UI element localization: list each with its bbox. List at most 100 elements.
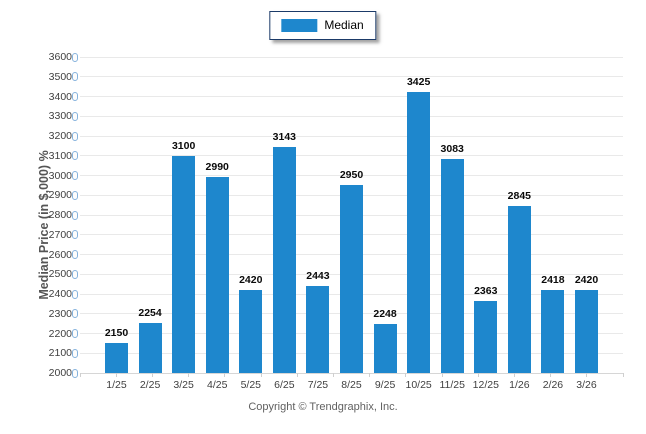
y-tick-label: 2500 [48, 268, 72, 281]
bar-8-25[interactable] [340, 185, 363, 373]
y-tick-marker-icon [72, 131, 78, 141]
x-axis-tick [79, 373, 81, 377]
x-axis-tick [369, 373, 371, 377]
legend-item-median[interactable]: Median [281, 18, 364, 32]
bar-2-25[interactable] [138, 322, 162, 373]
x-axis-tick [405, 373, 407, 377]
y-tick-marker-icon [72, 92, 78, 101]
x-axis-tick [224, 373, 226, 377]
x-axis-tick [296, 373, 298, 377]
y-tick-label: 3300 [48, 110, 72, 123]
y-tick-label: 2300 [48, 307, 72, 320]
y-tick-marker-icon [72, 151, 78, 161]
bar-3-26[interactable] [575, 290, 598, 373]
x-axis-tick [441, 373, 443, 377]
bar-value-label: 2363 [474, 285, 498, 298]
y-gridline [80, 76, 623, 78]
bar-7-25[interactable] [306, 285, 330, 373]
bar-value-label: 2950 [339, 169, 364, 182]
bar-value-label: 3425 [406, 75, 431, 88]
y-tick-label: 2700 [48, 228, 72, 241]
y-gridline [80, 135, 623, 137]
x-axis-tick [513, 373, 515, 377]
y-tick-label: 3200 [48, 130, 72, 142]
y-gridline [80, 155, 623, 157]
legend-swatch-icon [281, 19, 318, 32]
bar-1-26[interactable] [507, 206, 531, 373]
x-tick-label: 12/25 [472, 379, 499, 391]
x-tick-label: 3/25 [173, 379, 194, 391]
y-tick-marker-icon [72, 368, 78, 378]
y-tick-label: 2600 [48, 248, 72, 261]
x-tick-label: 8/25 [341, 379, 362, 391]
x-tick-label: 10/25 [405, 379, 432, 391]
bar-9-25[interactable] [373, 324, 397, 373]
y-tick-marker-icon [72, 250, 78, 259]
x-axis-tick [622, 373, 624, 377]
x-tick-label: 7/25 [307, 379, 329, 391]
bar-value-label: 2254 [138, 306, 162, 319]
y-tick-label: 2100 [48, 347, 72, 360]
x-axis-tick [550, 373, 552, 377]
y-tick-label: 2000 [48, 367, 72, 379]
bar-3-25[interactable] [172, 155, 196, 373]
y-tick-marker-icon [72, 269, 78, 279]
legend-label: Median [324, 18, 364, 32]
bar-value-label: 3100 [171, 139, 196, 152]
x-axis-tick [115, 373, 117, 377]
y-tick-label: 2200 [48, 327, 72, 340]
y-tick-label: 2900 [48, 189, 72, 202]
y-tick-marker-icon [72, 111, 78, 121]
bar-value-label: 2420 [574, 274, 599, 287]
bar-1-25[interactable] [105, 343, 128, 373]
y-tick-label: 2800 [48, 209, 72, 221]
y-tick-label: 3400 [48, 90, 72, 103]
bar-2-26[interactable] [541, 290, 565, 373]
bar-value-label: 2443 [306, 269, 330, 282]
y-tick-label: 3000 [48, 169, 72, 182]
bar-value-label: 2418 [541, 274, 565, 287]
x-axis-tick [188, 373, 190, 377]
y-tick-marker-icon [72, 348, 78, 358]
y-tick-marker-icon [72, 230, 78, 240]
bar-12-25[interactable] [474, 301, 498, 373]
bar-5-25[interactable] [239, 290, 263, 373]
x-axis-tick [586, 373, 588, 377]
y-tick-label: 3600 [48, 51, 72, 63]
x-tick-label: 2/26 [542, 379, 564, 391]
x-tick-label: 3/26 [576, 379, 597, 391]
bar-6-25[interactable] [272, 147, 296, 373]
y-tick-marker-icon [72, 72, 78, 82]
bar-value-label: 2248 [373, 308, 397, 321]
x-axis-tick [151, 373, 153, 377]
x-tick-label: 5/25 [240, 379, 261, 391]
plot-area: 2000 2100 2200 2300 2400 2500 2600 2700 2800 2900… [49, 51, 624, 391]
bar-10-25[interactable] [407, 91, 431, 373]
bar-11-25[interactable] [440, 159, 464, 373]
y-tick-marker-icon [72, 171, 78, 180]
x-tick-label: 4/25 [206, 379, 228, 391]
bar-value-label: 3143 [272, 131, 297, 144]
x-axis-tick [260, 373, 262, 377]
y-tick-label: 3500 [48, 70, 72, 83]
y-tick-label: 2400 [48, 288, 72, 300]
y-gridline [80, 56, 623, 58]
x-axis-line [80, 372, 623, 374]
bar-value-label: 2420 [239, 274, 263, 287]
x-tick-label: 9/25 [374, 379, 396, 391]
x-axis-tick [477, 373, 479, 377]
y-tick-marker-icon [72, 190, 78, 200]
x-tick-label: 11/25 [439, 379, 465, 391]
y-tick-marker-icon [72, 289, 78, 299]
bar-4-25[interactable] [205, 177, 229, 373]
bar-value-label: 2990 [205, 161, 229, 174]
x-tick-label: 1/26 [509, 379, 530, 391]
y-tick-marker-icon [72, 52, 78, 62]
y-gridline [80, 175, 623, 176]
y-gridline [80, 96, 623, 97]
y-tick-marker-icon [72, 309, 78, 319]
y-tick-label: 3100 [48, 149, 72, 162]
x-axis-tick [332, 373, 334, 377]
bar-value-label: 3083 [440, 143, 464, 156]
